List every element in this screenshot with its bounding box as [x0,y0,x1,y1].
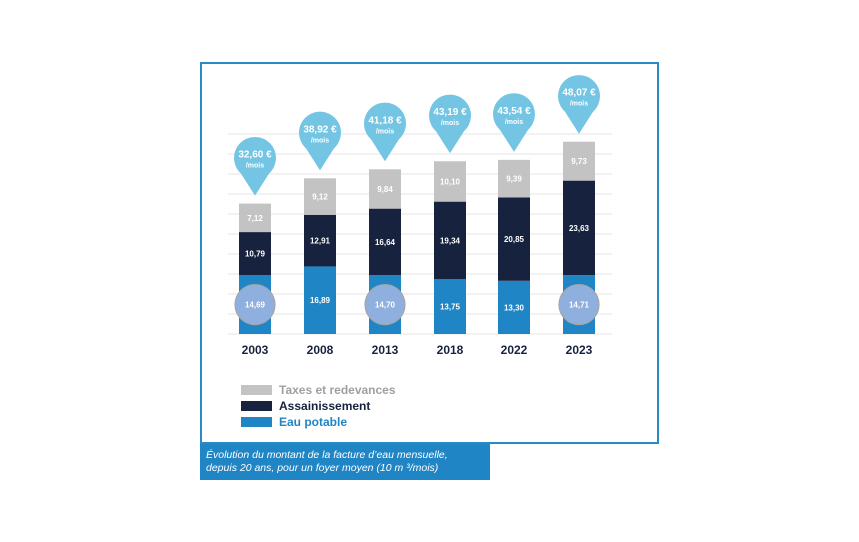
highlight-circle-2003 [234,284,276,326]
total-unit-2022: /mois [505,119,523,126]
data-label-2003-assainissement: 10,79 [245,250,266,259]
data-label-2003-taxes-et-redevances: 7,12 [247,214,263,223]
data-label-2023-eau-potable: 14,71 [569,301,590,310]
bar-segment-2003-assainissement [239,232,271,276]
data-label-2018-eau-potable: 13,75 [440,303,461,312]
total-value-2013: 41,18 € [368,115,402,126]
bar-segment-2022-eau-potable [498,280,530,334]
total-value-2018: 43,19 € [433,107,467,118]
legend-label-taxes: Taxes et redevances [279,383,396,397]
total-pin-2008 [299,111,342,171]
data-label-2013-assainissement: 16,64 [375,238,396,247]
total-unit-2008: /mois [311,137,329,144]
total-value-2003: 32,60 € [238,150,272,161]
total-unit-2013: /mois [376,128,394,135]
bar-segment-2018-taxes-et-redevances [434,161,466,202]
data-label-2022-taxes-et-redevances: 9,39 [506,175,522,184]
bar-segment-2008-eau-potable [304,266,336,334]
legend-label-eau-potable: Eau potable [279,415,348,429]
total-pin-2013 [364,102,407,162]
data-label-2023-assainissement: 23,63 [569,224,590,233]
data-label-2008-eau-potable: 16,89 [310,296,331,305]
total-value-2008: 38,92 € [303,124,337,135]
total-pin-2003 [233,136,276,196]
bar-segment-2023-taxes-et-redevances [563,141,595,181]
x-tick-label-2018: 2018 [437,343,464,357]
data-label-2018-taxes-et-redevances: 10,10 [440,177,461,186]
bar-segment-2003-taxes-et-redevances [239,203,271,233]
legend-swatch-assainissement [241,401,272,411]
data-label-2013-taxes-et-redevances: 9,84 [377,185,393,194]
x-tick-label-2022: 2022 [501,343,528,357]
data-label-2008-assainissement: 12,91 [310,237,331,246]
total-pin-2022 [493,93,535,152]
legend-swatch-taxes [241,385,272,395]
highlight-circle-2023 [558,283,600,326]
total-unit-2003: /mois [246,163,264,170]
data-label-2022-assainissement: 20,85 [504,235,525,244]
caption-box: Évolution du montant de la facture d’eau… [200,444,490,480]
total-pin-2018 [429,94,472,154]
legend-swatch-eau-potable [241,417,272,427]
legend-item-assainissement: Assainissement [241,399,370,413]
x-tick-label-2023: 2023 [566,343,593,357]
legend-item-eau-potable: Eau potable [241,415,347,429]
bar-segment-2023-assainissement [563,180,595,276]
bar-segment-2018-assainissement [434,201,466,279]
data-label-2008-taxes-et-redevances: 9,12 [312,193,328,202]
bar-segment-2008-assainissement [304,214,336,267]
bar-segment-2008-taxes-et-redevances [304,178,336,215]
total-pin-2023 [558,75,600,134]
legend-label-assainissement: Assainissement [279,399,371,413]
caption-line-2: depuis 20 ans, pour un foyer moyen (10 m… [206,462,439,474]
bar-segment-2022-assainissement [498,197,530,281]
bar-segment-2018-eau-potable [434,279,466,334]
x-tick-label-2008: 2008 [307,343,334,357]
data-label-2018-assainissement: 19,34 [440,236,461,245]
total-value-2022: 43,54 € [497,106,531,117]
total-unit-2018: /mois [441,120,459,127]
data-label-2013-eau-potable: 14,70 [375,301,396,310]
bar-segment-2022-taxes-et-redevances [498,159,530,198]
bar-segment-2013-assainissement [369,208,401,276]
data-label-2003-eau-potable: 14,69 [245,301,266,310]
total-value-2023: 48,07 € [562,88,596,99]
x-tick-label-2013: 2013 [372,343,399,357]
caption-line-1: Évolution du montant de la facture d’eau… [206,449,448,461]
data-label-2023-taxes-et-redevances: 9,73 [571,157,587,166]
x-tick-label-2003: 2003 [242,343,269,357]
legend-item-taxes: Taxes et redevances [241,383,396,397]
data-label-2022-eau-potable: 13,30 [504,303,525,312]
total-unit-2023: /mois [570,101,588,108]
highlight-circle-2013 [364,284,406,326]
bar-segment-2013-taxes-et-redevances [369,169,401,209]
